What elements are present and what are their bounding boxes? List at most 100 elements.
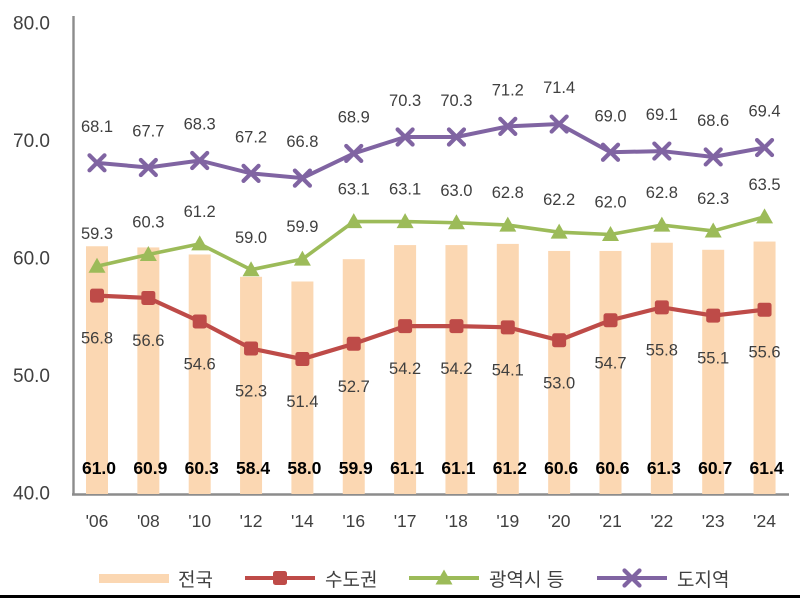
- triangle-marker-icon: [396, 213, 414, 229]
- point-value-label: 71.2: [492, 81, 524, 99]
- point-value-label: 68.9: [338, 108, 370, 126]
- point-value-label: 63.1: [338, 181, 370, 199]
- square-marker-icon: [90, 288, 104, 303]
- point-value-label: 54.2: [389, 360, 421, 378]
- legend-item-capital-region: 수도권: [244, 564, 377, 592]
- bottom-divider: [0, 595, 800, 598]
- point-value-label: 59.3: [81, 225, 113, 243]
- point-value-label: 55.1: [697, 350, 729, 368]
- point-value-label: 60.3: [132, 213, 164, 231]
- legend-label: 광역시 등: [489, 569, 565, 591]
- x-marker-icon: [549, 114, 569, 134]
- point-value-label: 67.2: [235, 128, 267, 146]
- point-value-label: 63.1: [389, 181, 421, 199]
- x-tick-label: '14: [291, 511, 314, 531]
- square-marker-icon: [346, 336, 361, 351]
- triangle-marker-icon: [242, 261, 260, 277]
- bar-value-label: 58.0: [287, 458, 321, 478]
- square-marker-icon: [757, 302, 772, 317]
- point-value-label: 69.4: [748, 103, 780, 121]
- triangle-marker-icon: [293, 250, 311, 266]
- x-marker-icon: [292, 168, 312, 188]
- point-value-label: 55.8: [646, 341, 678, 359]
- x-tick-label: '06: [86, 511, 109, 531]
- x-tick-label: '21: [599, 511, 622, 531]
- point-value-label: 56.8: [81, 330, 113, 348]
- x-marker-icon: [600, 142, 621, 162]
- triangle-marker-icon: [602, 226, 619, 241]
- point-value-label: 59.0: [235, 229, 267, 247]
- bar-value-label: 60.6: [595, 458, 629, 478]
- triangle-marker-icon: [435, 569, 453, 585]
- bar-value-label: 61.3: [647, 458, 681, 478]
- square-marker-icon: [141, 290, 156, 305]
- point-value-label: 62.8: [492, 184, 524, 202]
- y-tick-label: 70.0: [13, 131, 50, 152]
- legend-item-metro-cities: 광역시 등: [408, 564, 564, 592]
- square-marker-icon: [552, 333, 567, 348]
- legend-swatch-metro-cities-line-icon: [409, 569, 479, 585]
- bar-value-label: 61.2: [493, 458, 527, 478]
- x-tick-label: '18: [445, 511, 468, 531]
- point-value-label: 62.3: [697, 190, 729, 208]
- x-tick-label: '22: [650, 511, 673, 531]
- point-value-label: 56.6: [132, 332, 164, 350]
- point-value-label: 71.4: [543, 79, 575, 97]
- x-marker-icon: [395, 127, 415, 147]
- legend-item-nationwide: 전국: [99, 564, 213, 592]
- x-tick-label: '20: [548, 511, 571, 531]
- bar: [753, 241, 776, 494]
- legend: 전국 수도권 광역시 등 도지역: [0, 564, 800, 592]
- point-value-label: 59.9: [286, 218, 318, 236]
- triangle-marker-icon: [139, 245, 157, 261]
- point-value-label: 52.3: [235, 382, 267, 400]
- x-tick-label: '10: [188, 511, 211, 531]
- point-value-label: 53.0: [543, 374, 575, 392]
- triangle-marker-icon: [499, 216, 517, 232]
- y-tick-label: 80.0: [13, 14, 50, 35]
- plot-area: 80.0 70.0 60.0 50.0 40.0 61.0 '06 60.9 '08 60.3 '1…: [13, 14, 789, 531]
- bar: [342, 259, 365, 494]
- point-value-label: 66.8: [286, 133, 318, 151]
- point-value-label: 54.1: [492, 361, 524, 379]
- bar-value-label: 60.7: [698, 458, 732, 478]
- x-marker-icon: [241, 163, 261, 183]
- series-line-x: [96, 122, 765, 181]
- point-value-label: 67.7: [132, 123, 164, 141]
- legend-label: 수도권: [325, 569, 378, 591]
- bar: [650, 242, 673, 494]
- x-marker-icon: [138, 157, 158, 178]
- square-marker-icon: [273, 571, 287, 585]
- square-marker-icon: [295, 352, 310, 367]
- point-value-label: 63.0: [440, 182, 472, 200]
- triangle-marker-icon: [704, 222, 722, 238]
- x-tick-label: '23: [702, 511, 725, 531]
- triangle-marker-icon: [653, 216, 671, 232]
- point-value-label: 55.6: [748, 344, 780, 362]
- bar: [188, 254, 211, 494]
- series-line-triangle: [96, 215, 766, 272]
- bar: [86, 246, 108, 494]
- x-tick-label: '17: [394, 511, 417, 531]
- bar-value-label: 60.6: [544, 458, 578, 478]
- square-marker-icon: [244, 341, 259, 356]
- legend-swatch-nationwide-bar-icon: [99, 573, 169, 583]
- y-tick-label: 50.0: [13, 366, 50, 387]
- point-value-label: 62.0: [594, 194, 626, 212]
- square-marker-icon: [654, 300, 669, 315]
- x-tick-label: '12: [240, 511, 263, 531]
- x-marker-icon: [652, 141, 672, 161]
- bar-value-label: 61.4: [750, 458, 784, 478]
- bar: [599, 250, 622, 494]
- square-marker-icon: [398, 319, 413, 334]
- x-marker-icon: [344, 143, 364, 164]
- bar: [445, 245, 468, 494]
- point-value-label: 52.7: [338, 378, 370, 396]
- bar-value-label: 58.4: [236, 458, 270, 478]
- bar-value-label: 60.9: [133, 458, 167, 478]
- bar-value-label: 61.1: [390, 458, 424, 478]
- x-marker-icon: [754, 137, 775, 158]
- x-tick-label: '24: [753, 511, 776, 531]
- bar-value-label: 59.9: [339, 458, 373, 478]
- bar: [496, 243, 519, 494]
